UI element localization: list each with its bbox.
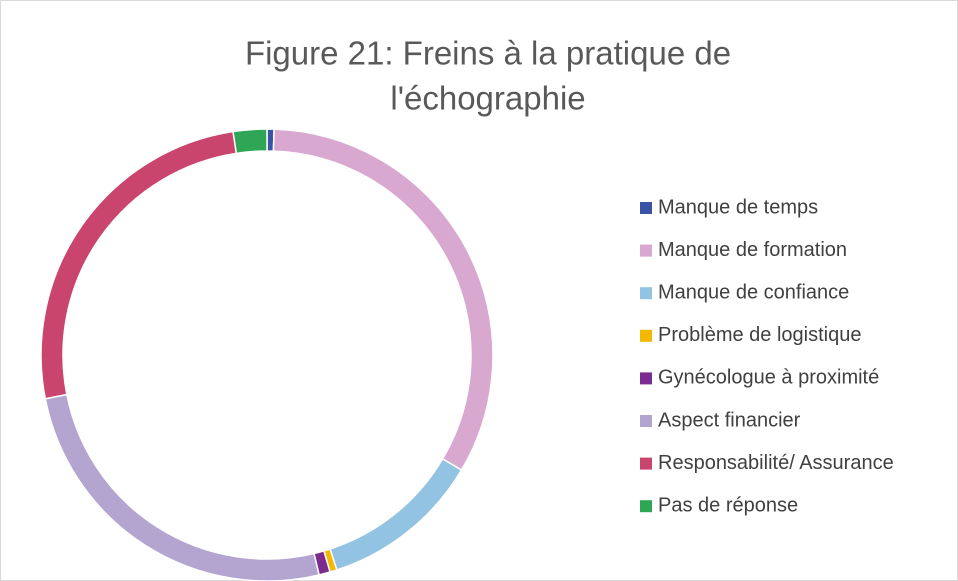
legend-label: Responsabilité/ Assurance — [658, 452, 894, 474]
legend-label: Manque de confiance — [658, 281, 849, 303]
legend-label: Manque de formation — [658, 239, 847, 261]
legend-label: Gynécologue à proximité — [658, 367, 879, 389]
legend-swatch — [640, 244, 652, 257]
legend-swatch — [640, 500, 652, 513]
legend-swatch — [640, 287, 652, 300]
legend-swatch — [640, 415, 652, 427]
legend-label: Pas de réponse — [658, 494, 798, 516]
chart-title: Figure 21: Freins à la pratique de — [245, 35, 731, 72]
legend-swatch — [640, 457, 652, 470]
legend-label: Manque de temps — [658, 196, 818, 218]
chart-title: l'échographie — [390, 80, 585, 117]
legend-swatch — [640, 329, 652, 342]
legend-swatch — [640, 202, 652, 214]
legend-swatch — [640, 372, 652, 385]
legend-label: Aspect financier — [658, 409, 801, 431]
donut-segment — [232, 128, 268, 155]
legend-label: Problème de logistique — [658, 324, 861, 346]
